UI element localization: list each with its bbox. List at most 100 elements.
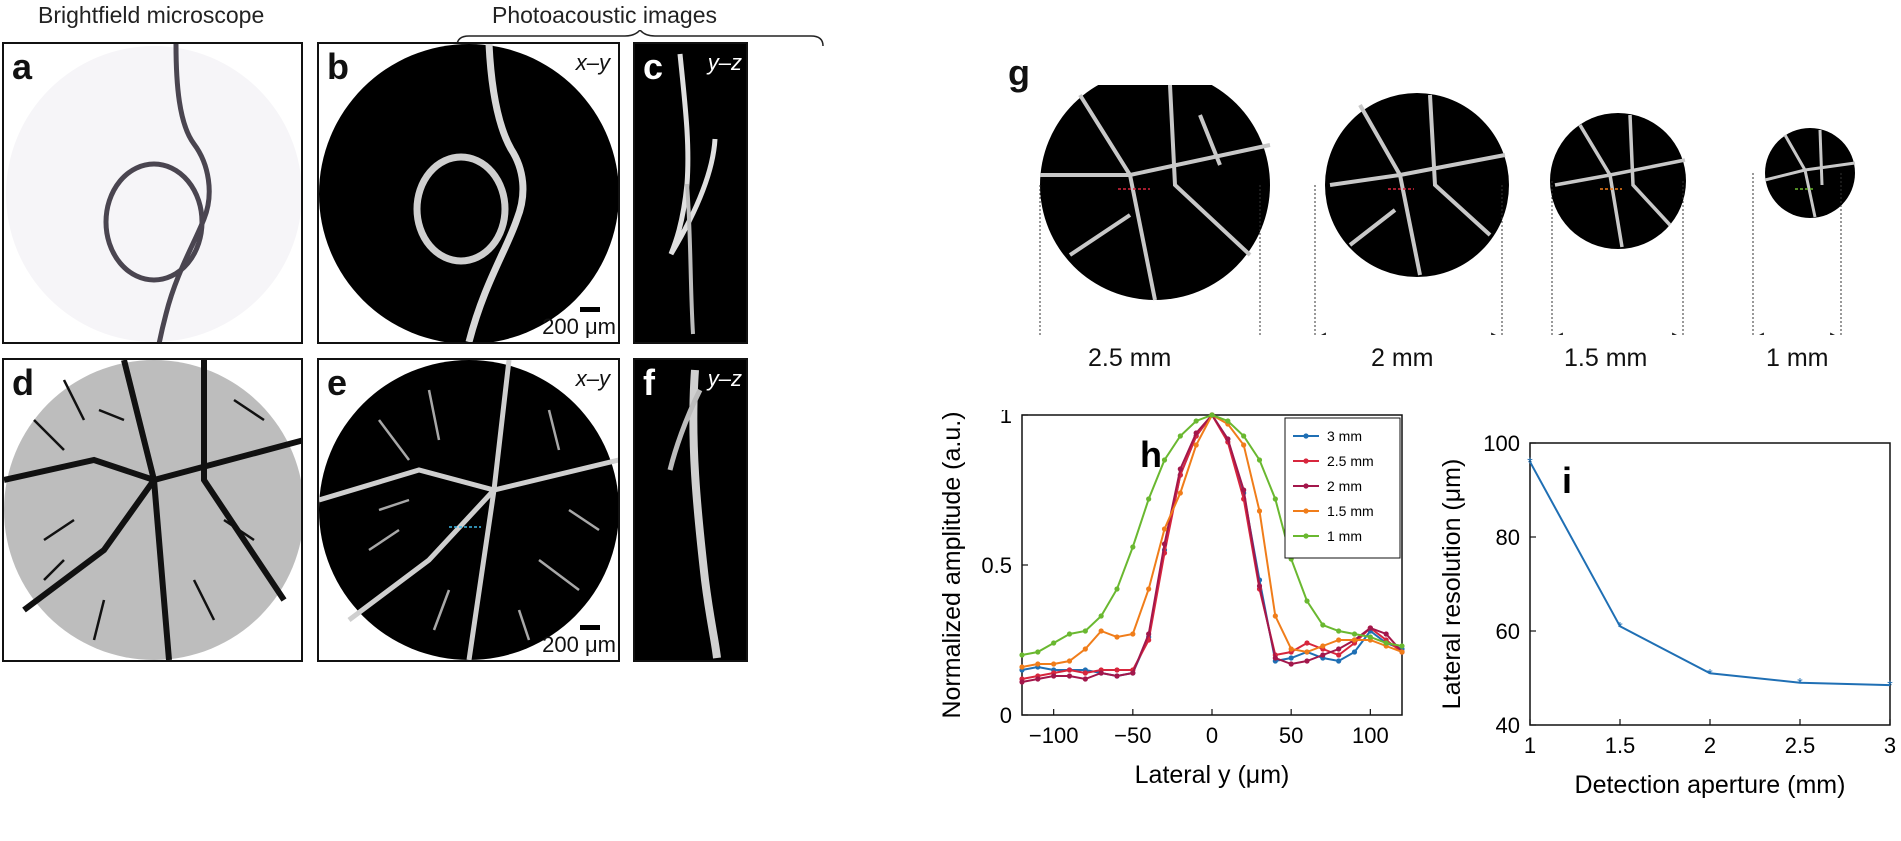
- data-point-1-mm: [1098, 613, 1104, 619]
- data-point-1-5-mm: [1066, 658, 1073, 664]
- x-tick-label: −100: [1029, 723, 1079, 748]
- data-point-2-mm: [1082, 676, 1088, 682]
- panel-label-e: e: [327, 362, 348, 403]
- data-point-2-mm: [1336, 646, 1342, 652]
- y-axis-label: Lateral resolution (μm): [1438, 459, 1466, 710]
- data-point-2-5-mm: [1066, 667, 1073, 673]
- data-point-1-mm: [1051, 640, 1057, 646]
- data-point-2-mm: [1114, 673, 1120, 679]
- legend-label: 2.5 mm: [1327, 453, 1374, 469]
- data-point-1-mm: [1161, 457, 1168, 463]
- x-axis-label: Detection aperture (mm): [1575, 771, 1846, 799]
- x-tick-label: 1: [1524, 733, 1536, 758]
- data-point-1-5-mm: [1193, 442, 1199, 448]
- panel-c-pa-knot-yz: c y–z: [633, 42, 748, 344]
- scale-bar-e: [580, 625, 600, 630]
- y-tick-label: 0: [1000, 703, 1012, 728]
- pa-knot-image: [319, 44, 618, 342]
- data-point-2-5-mm: [1082, 670, 1088, 676]
- data-point-3-mm: [1288, 655, 1294, 661]
- data-point-1-mm: [1399, 643, 1405, 649]
- data-point-1-5-mm: [1114, 634, 1120, 640]
- panel-e-pa-leaf-xy: e x–y 200 μm: [317, 358, 620, 662]
- legend-label: 1.5 mm: [1327, 503, 1374, 519]
- aperture-label-2-5mm: 2.5 mm: [1088, 344, 1172, 372]
- data-point-1-5-mm: [1351, 637, 1358, 643]
- data-point-1-mm: [1035, 649, 1041, 655]
- data-point-2-mm: [1367, 625, 1373, 631]
- pa-leaf-image: [319, 360, 618, 660]
- data-point-2-mm: [1098, 670, 1104, 676]
- data-point-2-mm: [1288, 661, 1294, 667]
- data-point-1-5-mm: [1082, 646, 1088, 652]
- y-axis-label: Normalized amplitude (a.u.): [940, 411, 966, 718]
- data-point-3-mm: [1351, 649, 1358, 655]
- data-point-1-mm: [1241, 433, 1247, 439]
- panel-label-h: h: [1140, 434, 1162, 475]
- data-point-1-5-mm: [1098, 628, 1104, 634]
- y-tick-label: 80: [1496, 525, 1520, 550]
- panel-label-a: a: [12, 46, 33, 87]
- x-tick-label: 100: [1352, 723, 1389, 748]
- data-point-2-mm: [1019, 679, 1025, 685]
- legend-marker: [1303, 508, 1309, 514]
- data-point-2-mm: [1066, 673, 1073, 679]
- panel-b-pa-knot-xy: b x–y 200 μm: [317, 42, 620, 344]
- data-point-2-mm: [1146, 631, 1152, 637]
- legend-marker: [1303, 433, 1309, 439]
- aperture-circle-2-5mm: [1040, 85, 1271, 301]
- data-point-2-mm: [1272, 655, 1278, 661]
- x-tick-label: 0: [1206, 723, 1218, 748]
- data-point-1-mm: [1304, 598, 1310, 604]
- panel-label-f: f: [643, 362, 655, 403]
- pa-knot-yz-image: [668, 53, 718, 335]
- data-point-1-mm: [1225, 418, 1231, 424]
- data-point-1-mm: [1130, 544, 1136, 550]
- y-tick-label: 0.5: [981, 553, 1012, 578]
- panel-label-i: i: [1562, 460, 1572, 501]
- data-point-1-mm: [1114, 586, 1120, 592]
- x-tick-label: 2: [1704, 733, 1716, 758]
- legend-label: 1 mm: [1327, 528, 1362, 544]
- series-line-series: [1529, 461, 1891, 687]
- data-point-1-5-mm: [1051, 661, 1057, 667]
- data-point-1-5-mm: [1130, 631, 1136, 637]
- coord-label-f: y–z: [707, 366, 742, 391]
- data-point-1-mm: [1256, 457, 1263, 463]
- data-point-1-5-mm: [1320, 643, 1326, 649]
- leaf-image: [4, 360, 301, 660]
- scale-text-e: 200 μm: [542, 632, 616, 657]
- data-point-1-5-mm: [1241, 442, 1247, 448]
- x-tick-label: 2.5: [1785, 733, 1816, 758]
- data-point-1-mm: [1351, 631, 1358, 637]
- data-point-1-mm: [1146, 496, 1152, 502]
- panel-a-brightfield-knot: a: [2, 42, 303, 344]
- data-point-3-mm: [1336, 658, 1342, 664]
- chart-h-amplitude-profiles: −100 −50 0 50 100 0 0.5 1 Lateral y (μm) Normaliz…: [940, 410, 1405, 789]
- scale-bar-b: [580, 307, 600, 312]
- x-tick-label: 3: [1884, 733, 1896, 758]
- panel-d-brightfield-leaf: d: [2, 358, 303, 662]
- data-point-1-mm: [1177, 433, 1183, 439]
- y-tick-label: 40: [1496, 713, 1520, 738]
- data-point-1-mm: [1019, 652, 1025, 658]
- data-point-1-5-mm: [1035, 661, 1041, 667]
- data-point-1-5-mm: [1146, 586, 1152, 592]
- data-point-1-5-mm: [1336, 637, 1342, 643]
- data-point: *: [1707, 665, 1713, 681]
- data-point-1-mm: [1082, 628, 1088, 634]
- x-tick-label: −50: [1114, 723, 1151, 748]
- chart-i-lateral-resolution: 1 1.5 2 2.5 3 40 60 80 100 Detection aperture (mm…: [1438, 431, 1896, 799]
- aperture-circle-1mm: [1764, 128, 1856, 218]
- panel-label-d: d: [12, 362, 34, 403]
- data-point-1-mm: [1336, 628, 1342, 634]
- data-point-1-mm: [1272, 496, 1278, 502]
- data-point-2-mm: [1304, 658, 1310, 664]
- data-point-1-5-mm: [1019, 664, 1025, 670]
- data-point-1-5-mm: [1288, 646, 1294, 652]
- data-point-2-5-mm: [1114, 667, 1120, 673]
- photoacoustic-header: Photoacoustic images: [492, 2, 718, 28]
- data-point-1-mm: [1367, 634, 1373, 640]
- legend-label: 2 mm: [1327, 478, 1362, 494]
- data-point-2-mm: [1161, 541, 1168, 547]
